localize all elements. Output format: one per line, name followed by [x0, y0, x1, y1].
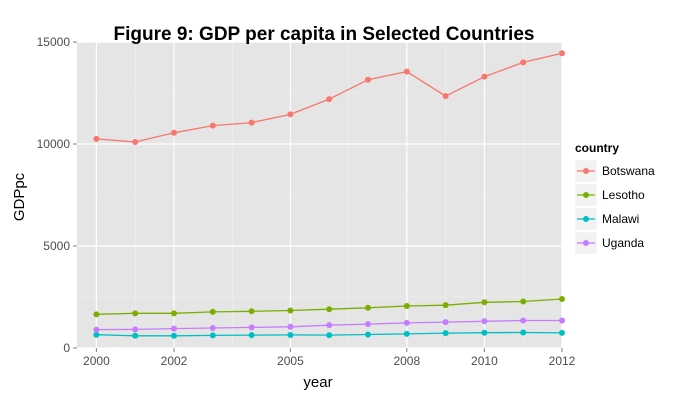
data-point-uganda	[209, 325, 216, 332]
data-point-malawi	[132, 332, 139, 339]
data-point-lesotho	[132, 310, 139, 317]
data-point-lesotho	[403, 302, 410, 309]
x-axis-title: year	[303, 374, 332, 391]
data-point-botswana	[326, 96, 333, 103]
legend-item-lesotho: Lesotho	[574, 183, 645, 207]
data-point-lesotho	[326, 306, 333, 313]
data-point-uganda	[481, 318, 488, 325]
y-axis-title: GDPpc	[11, 172, 28, 221]
data-point-botswana	[248, 119, 255, 126]
data-point-lesotho	[481, 299, 488, 306]
data-point-malawi	[93, 331, 100, 338]
data-point-lesotho	[559, 296, 565, 303]
series-botswana	[93, 50, 565, 145]
data-point-malawi	[365, 331, 371, 338]
x-tick-label: 2000	[83, 354, 110, 368]
series-malawi	[93, 329, 565, 339]
y-tick-label: 10000	[37, 137, 71, 151]
legend: country Botswana Lesotho Malawi Uganda	[574, 141, 655, 255]
data-point-botswana	[559, 50, 565, 57]
legend-item-botswana: Botswana	[574, 159, 655, 183]
legend-item-uganda: Uganda	[574, 231, 644, 255]
legend-label: Lesotho	[602, 188, 645, 202]
data-point-malawi	[442, 330, 449, 337]
x-tick-label: 2002	[161, 354, 188, 368]
legend-key-point	[583, 168, 589, 174]
axes: 2000 2002 2005 2008 2010 2012 0 5000 10000 15000	[37, 35, 576, 368]
legend-key-point	[583, 240, 589, 246]
data-point-malawi	[520, 329, 527, 336]
plot-panel	[77, 41, 563, 349]
data-point-uganda	[559, 317, 565, 324]
legend-title: country	[575, 141, 619, 155]
data-point-uganda	[442, 319, 449, 326]
chart-title: Figure 9: GDP per capita in Selected Cou…	[114, 24, 535, 45]
data-point-lesotho	[365, 304, 371, 311]
data-point-lesotho	[442, 302, 449, 309]
data-point-malawi	[209, 332, 216, 339]
data-point-uganda	[326, 322, 333, 329]
x-tick-label: 2010	[471, 354, 498, 368]
data-point-botswana	[209, 122, 216, 129]
data-point-lesotho	[171, 310, 177, 317]
data-point-botswana	[442, 93, 449, 100]
data-point-uganda	[132, 326, 139, 333]
data-point-botswana	[365, 76, 371, 83]
data-point-botswana	[287, 111, 294, 118]
legend-items: Botswana Lesotho Malawi Uganda	[574, 159, 655, 255]
x-tick-label: 2008	[393, 354, 420, 368]
y-tick-label: 15000	[37, 35, 71, 49]
data-point-uganda	[171, 325, 177, 332]
series-lesotho	[93, 296, 565, 318]
data-point-botswana	[481, 73, 488, 80]
data-point-malawi	[171, 332, 177, 339]
data-point-malawi	[559, 329, 565, 336]
data-point-botswana	[171, 129, 177, 136]
data-point-botswana	[403, 68, 410, 75]
legend-key-point	[583, 192, 589, 198]
data-point-malawi	[287, 331, 294, 338]
data-point-uganda	[93, 326, 100, 333]
data-point-uganda	[365, 321, 371, 328]
data-point-malawi	[248, 332, 255, 339]
data-point-lesotho	[520, 298, 527, 305]
data-point-botswana	[520, 59, 527, 66]
data-point-botswana	[132, 138, 139, 145]
data-point-uganda	[520, 317, 527, 324]
legend-label: Botswana	[602, 164, 655, 178]
data-point-uganda	[287, 323, 294, 330]
x-tick-label: 2012	[549, 354, 576, 368]
x-tick-label: 2005	[277, 354, 304, 368]
y-tick-label: 5000	[43, 239, 70, 253]
data-point-malawi	[403, 330, 410, 337]
data-point-uganda	[403, 319, 410, 326]
legend-key-point	[583, 216, 589, 222]
data-point-lesotho	[287, 307, 294, 314]
legend-item-malawi: Malawi	[574, 207, 639, 231]
series-layer	[93, 50, 565, 339]
legend-label: Uganda	[602, 236, 644, 250]
legend-label: Malawi	[602, 212, 639, 226]
data-point-lesotho	[248, 308, 255, 315]
data-point-uganda	[248, 324, 255, 331]
series-uganda	[93, 317, 565, 333]
data-point-botswana	[93, 135, 100, 142]
data-point-malawi	[326, 332, 333, 339]
data-point-lesotho	[209, 308, 216, 315]
data-point-malawi	[481, 329, 488, 336]
y-tick-label: 0	[63, 341, 70, 355]
data-point-lesotho	[93, 311, 100, 318]
